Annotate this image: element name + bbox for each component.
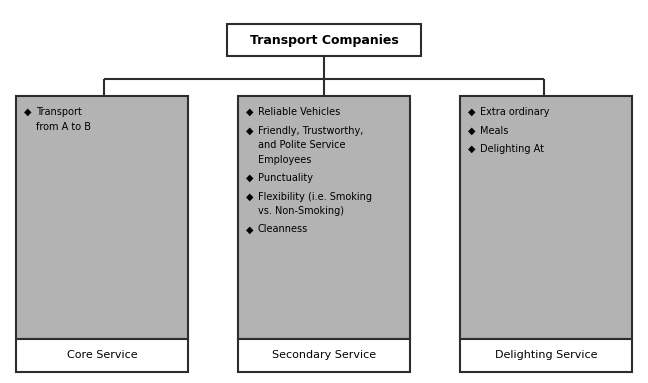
Text: ◆: ◆ [246,107,254,117]
Text: from A to B: from A to B [36,122,91,132]
FancyBboxPatch shape [460,339,632,372]
Text: vs. Non-Smoking): vs. Non-Smoking) [258,206,344,216]
Text: Delighting At: Delighting At [480,144,544,154]
Text: Transport: Transport [36,107,82,117]
FancyBboxPatch shape [238,96,410,339]
FancyBboxPatch shape [16,96,188,339]
Text: ◆: ◆ [246,173,254,183]
Text: ◆: ◆ [468,144,476,154]
Text: Flexibility (i.e. Smoking: Flexibility (i.e. Smoking [258,192,372,201]
Text: ◆: ◆ [246,224,254,234]
Text: Secondary Service: Secondary Service [272,350,376,360]
Text: ◆: ◆ [468,107,476,117]
Text: Transport Companies: Transport Companies [249,34,399,47]
Text: Core Service: Core Service [67,350,137,360]
FancyBboxPatch shape [238,339,410,372]
Text: Cleanness: Cleanness [258,224,308,234]
Text: ◆: ◆ [24,107,32,117]
Text: Employees: Employees [258,155,311,165]
Text: and Polite Service: and Polite Service [258,140,345,150]
Text: ◆: ◆ [468,126,476,136]
Text: Reliable Vehicles: Reliable Vehicles [258,107,340,117]
Text: Extra ordinary: Extra ordinary [480,107,549,117]
Text: Friendly, Trustworthy,: Friendly, Trustworthy, [258,126,364,136]
Text: ◆: ◆ [246,192,254,201]
Text: Delighting Service: Delighting Service [494,350,597,360]
FancyBboxPatch shape [227,24,421,56]
FancyBboxPatch shape [16,339,188,372]
Text: ◆: ◆ [246,126,254,136]
FancyBboxPatch shape [460,96,632,339]
Text: Punctuality: Punctuality [258,173,313,183]
Text: Meals: Meals [480,126,508,136]
